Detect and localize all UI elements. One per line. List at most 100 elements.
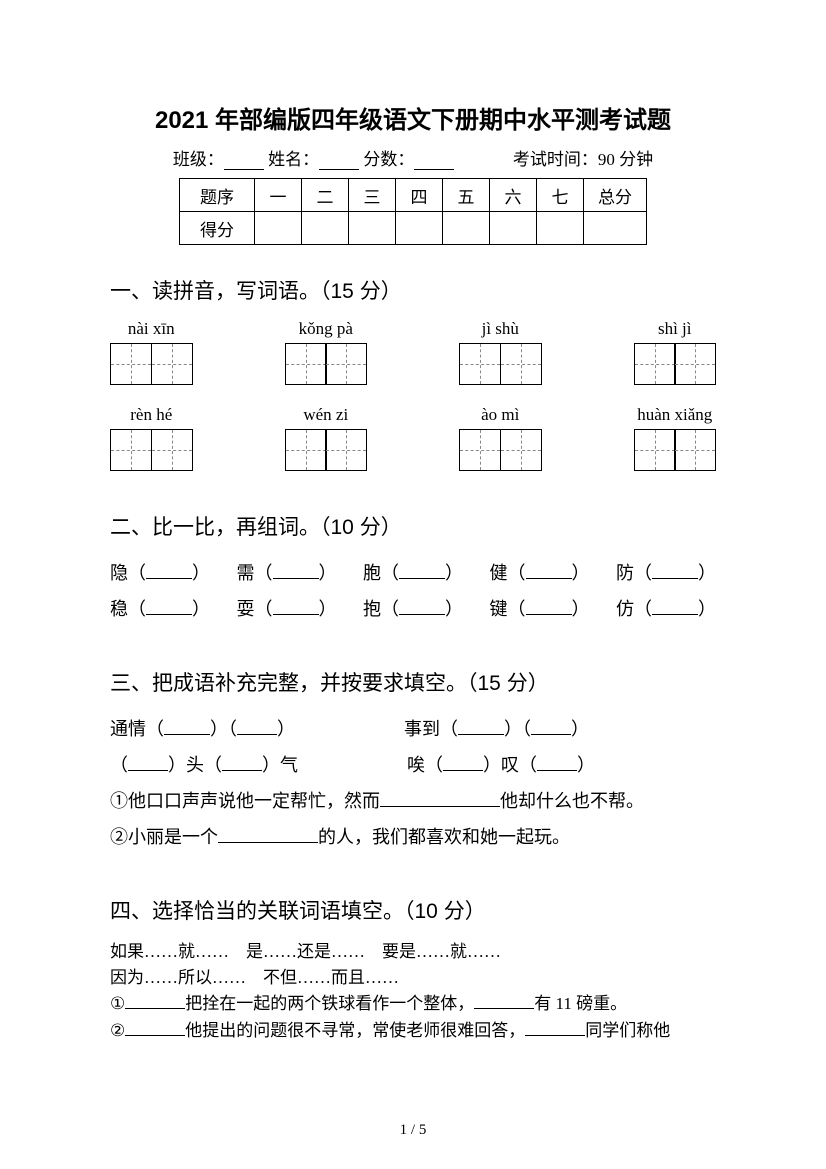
blank[interactable] xyxy=(164,718,210,735)
txt: ）叹（ xyxy=(483,755,537,775)
q1-item: nài xīn xyxy=(110,319,193,385)
q3-line1: 通情（）（） 事到（）（） xyxy=(110,711,716,747)
pinyin: rèn hé xyxy=(130,405,172,425)
char-cell[interactable] xyxy=(110,429,152,471)
char-cell[interactable] xyxy=(634,429,676,471)
q1-item: kǒng pà xyxy=(285,319,368,385)
blank[interactable] xyxy=(128,754,168,771)
blank[interactable] xyxy=(273,562,319,579)
txt: 同学们称他 xyxy=(585,1021,670,1040)
char-cell[interactable] xyxy=(285,343,327,385)
td-s5[interactable] xyxy=(443,212,490,245)
td-stotal[interactable] xyxy=(584,212,647,245)
blank[interactable] xyxy=(380,790,500,807)
idiom-prefix: 通情 xyxy=(110,719,146,739)
char: 胞 xyxy=(363,563,381,583)
q4-l2: ②他提出的问题很不寻常，常使老师很难回答，同学们称他 xyxy=(110,1017,716,1044)
blank[interactable] xyxy=(525,1019,585,1036)
blank[interactable] xyxy=(146,562,192,579)
char: 仿 xyxy=(616,599,634,619)
score-table: 题序 一 二 三 四 五 六 七 总分 得分 xyxy=(179,178,647,245)
blank[interactable] xyxy=(652,562,698,579)
blank[interactable] xyxy=(218,826,318,843)
q2-line2: 稳（） 耍（） 抱（） 键（） 仿（） xyxy=(110,591,716,627)
th-seq: 题序 xyxy=(180,179,255,212)
td-s4[interactable] xyxy=(396,212,443,245)
blank[interactable] xyxy=(458,718,504,735)
char-cell[interactable] xyxy=(285,429,327,471)
char-cell[interactable] xyxy=(674,429,716,471)
char: 键 xyxy=(490,599,508,619)
class-blank[interactable] xyxy=(224,153,264,170)
th-4: 四 xyxy=(396,179,443,212)
score-blank[interactable] xyxy=(414,153,454,170)
th-5: 五 xyxy=(443,179,490,212)
blank[interactable] xyxy=(531,718,571,735)
idiom-prefix: 事到 xyxy=(404,719,440,739)
blank[interactable] xyxy=(146,598,192,615)
q1-row2: rèn hé wén zi ào mì huàn xiǎng xyxy=(110,405,716,471)
class-label: 班级： xyxy=(173,150,224,169)
txt: 把拴在一起的两个铁球看作一个整体， xyxy=(185,994,474,1013)
char-cell[interactable] xyxy=(110,343,152,385)
blank[interactable] xyxy=(125,1019,185,1036)
blank[interactable] xyxy=(526,562,572,579)
blank[interactable] xyxy=(399,562,445,579)
blank[interactable] xyxy=(222,754,262,771)
th-7: 七 xyxy=(537,179,584,212)
txt: ② xyxy=(110,1021,125,1040)
q4-opts1: 如果……就…… 是……还是…… 要是……就…… xyxy=(110,939,716,965)
blank[interactable] xyxy=(537,754,577,771)
char-cell[interactable] xyxy=(151,343,193,385)
td-s7[interactable] xyxy=(537,212,584,245)
char-cell[interactable] xyxy=(151,429,193,471)
name-label: 姓名： xyxy=(268,150,319,169)
name-blank[interactable] xyxy=(319,153,359,170)
blank[interactable] xyxy=(652,598,698,615)
pinyin: jì shù xyxy=(482,319,519,339)
char-cell[interactable] xyxy=(634,343,676,385)
pinyin: shì jì xyxy=(658,319,692,339)
pinyin: huàn xiǎng xyxy=(637,405,712,425)
txt: ①他口口声声说他一定帮忙，然而 xyxy=(110,791,380,811)
th-1: 一 xyxy=(255,179,302,212)
q1-item: wén zi xyxy=(285,405,368,471)
blank[interactable] xyxy=(443,754,483,771)
q4-heading: 四、选择恰当的关联词语填空。（10 分） xyxy=(110,895,716,925)
char-cell[interactable] xyxy=(500,429,542,471)
txt: 的人，我们都喜欢和她一起玩。 xyxy=(318,827,570,847)
blank[interactable] xyxy=(125,992,185,1009)
txt: （ xyxy=(110,755,128,775)
char-cell[interactable] xyxy=(459,429,501,471)
blank[interactable] xyxy=(399,598,445,615)
th-6: 六 xyxy=(490,179,537,212)
char-cell[interactable] xyxy=(325,343,367,385)
q4-l1: ①把拴在一起的两个铁球看作一个整体，有 11 磅重。 xyxy=(110,990,716,1017)
blank[interactable] xyxy=(526,598,572,615)
char: 稳 xyxy=(110,599,128,619)
char-cell[interactable] xyxy=(674,343,716,385)
blank[interactable] xyxy=(474,992,534,1009)
txt: 唉（ xyxy=(407,755,443,775)
q4-opts2: 因为……所以…… 不但……而且…… xyxy=(110,965,716,991)
q3-sent1: ①他口口声声说他一定帮忙，然而他却什么也不帮。 xyxy=(110,783,716,819)
pinyin: nài xīn xyxy=(128,319,175,339)
char: 需 xyxy=(237,563,255,583)
char: 隐 xyxy=(110,563,128,583)
txt: 有 11 磅重。 xyxy=(534,994,627,1013)
char-cell[interactable] xyxy=(500,343,542,385)
td-s6[interactable] xyxy=(490,212,537,245)
blank[interactable] xyxy=(273,598,319,615)
q3-line2: （）头（）气 唉（）叹（） xyxy=(110,747,716,783)
char-cell[interactable] xyxy=(459,343,501,385)
td-s3[interactable] xyxy=(349,212,396,245)
q1-item: jì shù xyxy=(459,319,542,385)
char-cell[interactable] xyxy=(325,429,367,471)
blank[interactable] xyxy=(237,718,277,735)
q1-item: rèn hé xyxy=(110,405,193,471)
td-s2[interactable] xyxy=(302,212,349,245)
char: 耍 xyxy=(237,599,255,619)
td-s1[interactable] xyxy=(255,212,302,245)
th-total: 总分 xyxy=(584,179,647,212)
th-3: 三 xyxy=(349,179,396,212)
